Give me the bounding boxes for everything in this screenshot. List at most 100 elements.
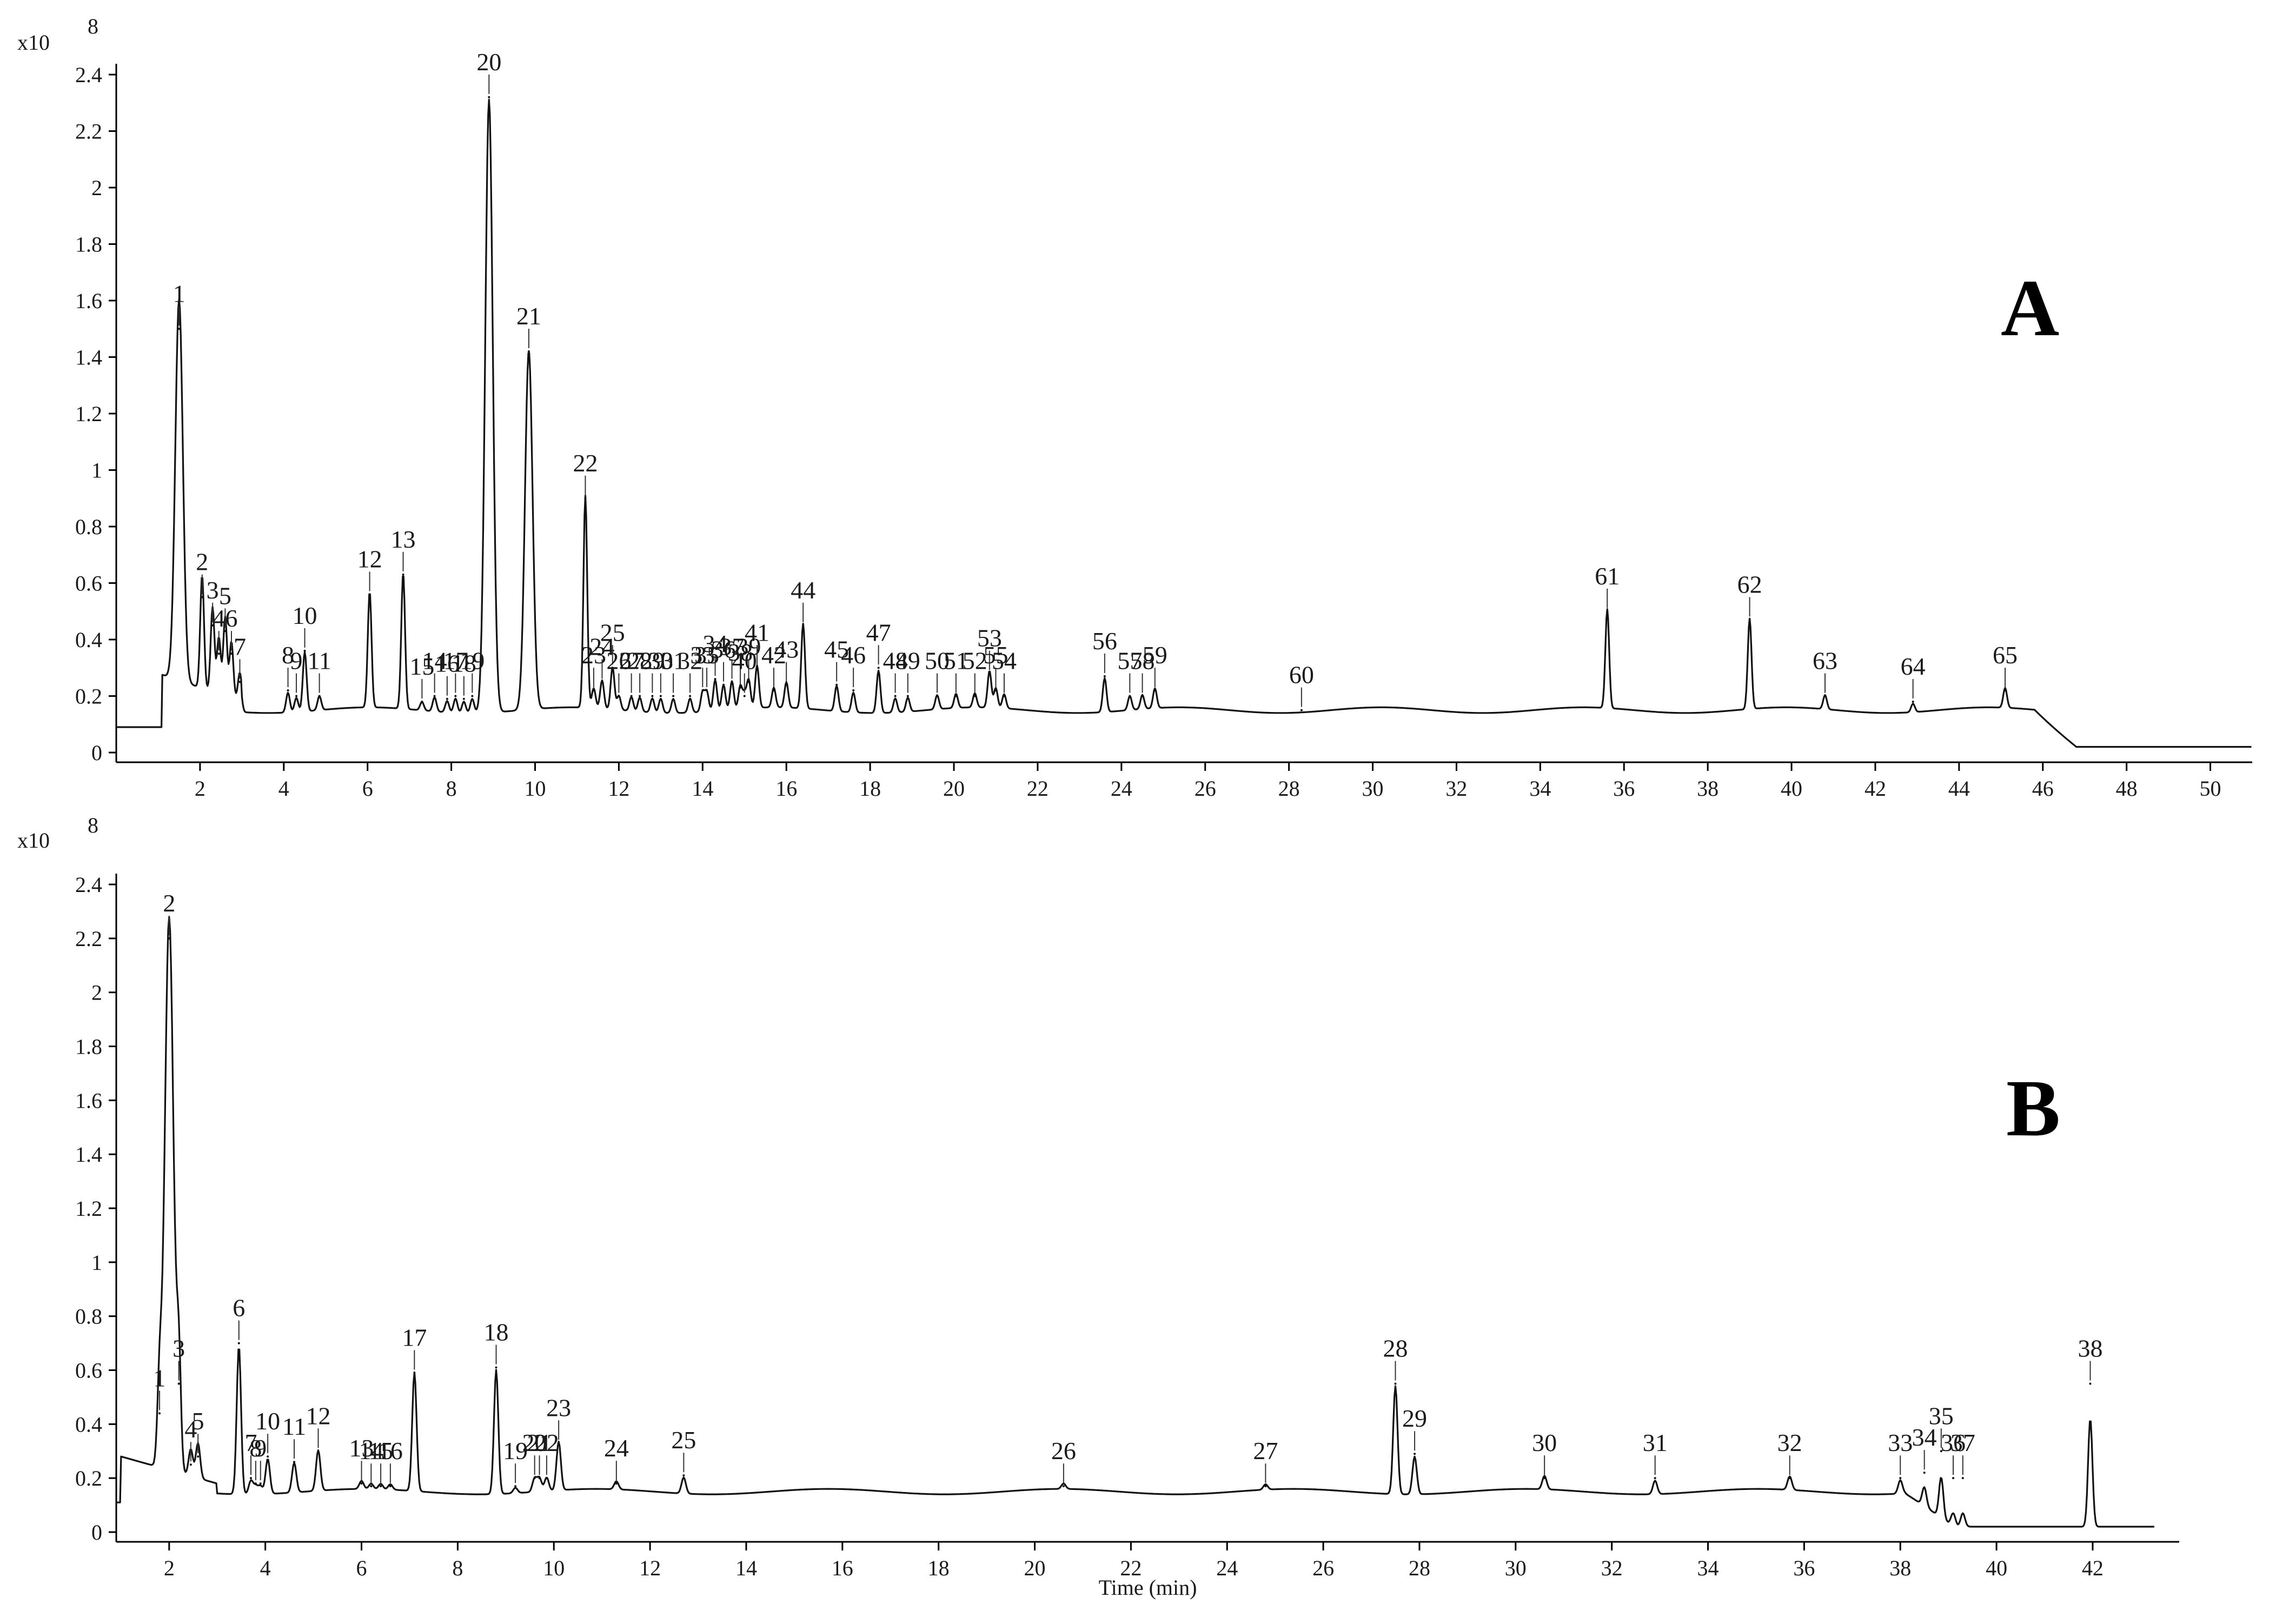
peak-label: 33 [690,641,715,669]
peak-label: 10 [293,602,317,629]
y-tick-label: 1.2 [75,1196,102,1221]
peak-label: 47 [866,618,891,646]
peak-label: 22 [573,449,598,477]
x-tick-label: 26 [1195,776,1216,801]
peak-label: 5 [192,1407,204,1435]
chromatogram-trace [116,916,2154,1528]
peak-apex [237,1342,240,1345]
peak-label: 7 [234,633,246,660]
peak-label: 52 [963,647,987,675]
peak-apex [601,681,603,683]
x-tick-label: 12 [608,776,629,801]
peak-apex [1062,1485,1065,1488]
x-tick-label: 30 [1505,1556,1527,1580]
y-tick-label: 0.2 [75,1466,102,1490]
peak-apex [488,96,490,98]
peak-apex [495,1366,497,1369]
y-tick-label: 0.8 [75,1304,102,1329]
peak-label: 51 [944,647,968,675]
peak-apex [158,1412,161,1415]
x-tick-label: 8 [446,776,457,801]
peak-apex [894,695,897,697]
peak-apex [293,1461,296,1463]
peak-label: 40 [732,647,757,675]
peak-apex [368,593,371,596]
peak-apex [1606,610,1609,613]
peak-apex [1103,675,1106,677]
x-tick-label: 16 [775,776,797,801]
peak-label: 28 [1383,1334,1408,1362]
peak-label: 2 [196,548,208,576]
y-tick-label: 2.4 [75,873,102,897]
y-tick-label: 1.4 [75,1142,102,1167]
peak-apex [618,695,620,697]
x-tick-label: 22 [1027,776,1049,801]
peak-label: 19 [460,647,485,675]
peak-apex [249,1477,252,1480]
x-tick-label: 12 [639,1556,661,1580]
peak-label: 35 [694,641,719,669]
peak-label: 15 [409,653,434,680]
peak-label: 59 [1143,641,1167,669]
peak-apex [433,695,436,697]
peak-apex [317,1450,320,1453]
peak-label: 7 [244,1429,257,1456]
peak-label: 2 [163,889,175,917]
peak-label: 41 [745,618,769,646]
peak-apex [380,1485,382,1488]
peak-apex [651,695,654,697]
peak-label: 35 [1929,1402,1954,1429]
x-axis-title: Time (min) [1099,1575,1197,1600]
y-multiplier-label: x10 [17,828,50,853]
panel-label: A [2001,263,2059,353]
peak-apex [592,689,595,692]
peak-apex [254,1482,257,1485]
peak-apex [454,695,457,697]
peak-label: 22 [534,1429,559,1456]
x-tick-label: 16 [832,1556,853,1580]
peak-label: 60 [1289,661,1314,689]
peak-apex [877,667,880,669]
peak-label: 16 [435,650,460,677]
y-tick-label: 0.6 [75,571,102,596]
x-tick-label: 26 [1312,1556,1334,1580]
y-tick-label: 1.6 [75,1088,102,1113]
y-tick-label: 0.6 [75,1359,102,1383]
peak-label: 31 [661,647,686,675]
peak-apex [1153,689,1156,692]
x-tick-label: 38 [1697,776,1719,801]
y-tick-label: 1.2 [75,402,102,426]
y-tick-label: 1.8 [75,232,102,257]
peak-apex [936,695,939,697]
peak-apex [287,689,289,692]
peak-apex [360,1482,363,1485]
x-tick-label: 10 [543,1556,565,1580]
peak-label: 49 [895,647,920,675]
peak-apex [1264,1485,1267,1488]
peak-label: 1 [154,1364,166,1392]
y-tick-label: 0 [91,1520,102,1545]
peak-apex [462,697,465,700]
peak-label: 65 [1993,641,2018,669]
peak-label: 34 [703,630,728,657]
peak-apex [558,1442,560,1445]
peak-label: 15 [368,1437,393,1465]
peak-apex [973,695,976,697]
peak-apex [230,653,233,655]
peak-apex [747,681,750,683]
peak-label: 14 [422,647,447,675]
x-tick-label: 18 [859,776,881,801]
peak-apex [446,697,448,700]
peak-label: 12 [306,1402,330,1429]
y-tick-label: 1.6 [75,289,102,313]
peak-apex [785,683,788,686]
peak-label: 8 [282,641,294,669]
peak-label: 24 [589,633,614,660]
peak-apex [835,683,838,686]
x-tick-label: 48 [2116,776,2138,801]
peak-apex [954,695,957,697]
x-tick-label: 32 [1445,776,1467,801]
y-exponent-label: 8 [88,14,98,38]
peak-label: 26 [606,647,631,675]
peak-apex [514,1485,517,1488]
